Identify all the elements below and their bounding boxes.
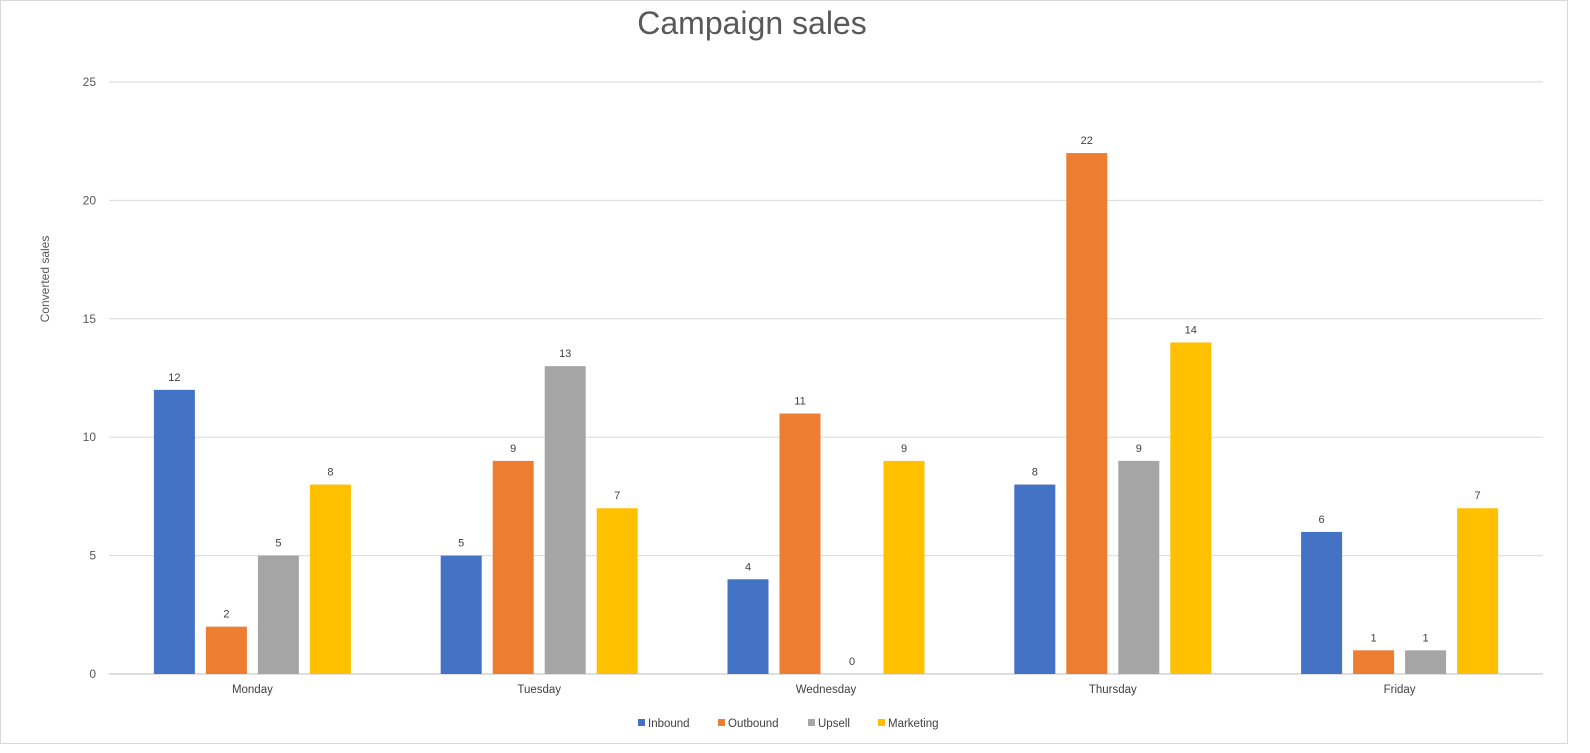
bar xyxy=(257,555,299,674)
bar xyxy=(1301,531,1343,674)
legend-label: Inbound xyxy=(648,718,690,730)
legend-swatch xyxy=(718,719,725,726)
bar xyxy=(1457,508,1499,674)
data-label: 1 xyxy=(1423,632,1429,644)
data-label: 2 xyxy=(223,609,229,621)
data-label: 5 xyxy=(458,538,464,550)
x-tick-label: Thursday xyxy=(1089,684,1137,696)
x-tick-label: Friday xyxy=(1384,684,1416,696)
y-tick-label: 10 xyxy=(83,430,97,444)
bar xyxy=(1353,650,1395,674)
legend-swatch xyxy=(638,719,645,726)
legend-swatch xyxy=(808,719,815,726)
data-label: 14 xyxy=(1185,324,1197,336)
data-label: 4 xyxy=(745,561,751,573)
y-tick-label: 20 xyxy=(83,193,97,207)
y-tick-label: 15 xyxy=(83,312,97,326)
data-label: 22 xyxy=(1081,135,1093,147)
data-label: 9 xyxy=(510,443,516,455)
bar xyxy=(492,460,534,674)
chart-frame: Campaign sales Converted sales 0 5 10 15 20 2… xyxy=(0,0,1568,744)
bar xyxy=(440,555,482,674)
bar xyxy=(1118,460,1160,674)
data-label: 11 xyxy=(794,396,805,408)
bar xyxy=(1014,484,1056,674)
bar xyxy=(779,413,821,674)
data-label: 6 xyxy=(1319,514,1325,526)
data-label: 12 xyxy=(168,372,180,384)
y-tick-label: 5 xyxy=(89,549,96,563)
y-tick-label: 0 xyxy=(89,667,96,681)
bar xyxy=(153,389,195,674)
bar xyxy=(544,366,586,674)
data-label: 1 xyxy=(1371,632,1377,644)
bar xyxy=(1405,650,1447,674)
bar xyxy=(205,626,247,674)
data-label: 0 xyxy=(849,656,855,668)
data-label: 8 xyxy=(1032,467,1038,479)
data-label: 9 xyxy=(901,443,907,455)
legend-swatch xyxy=(878,719,885,726)
chart-title: Campaign sales xyxy=(637,5,867,41)
bar xyxy=(1170,342,1212,674)
bar xyxy=(727,579,769,674)
bar xyxy=(1066,153,1108,675)
bar xyxy=(596,508,638,674)
data-label: 7 xyxy=(614,490,620,502)
data-label: 13 xyxy=(559,348,571,360)
y-tick-label: 25 xyxy=(83,75,97,89)
bar-chart: 051015202512258Monday59137Tuesday41109We… xyxy=(83,75,1543,730)
bar xyxy=(309,484,351,674)
legend-label: Marketing xyxy=(888,718,939,730)
x-tick-label: Tuesday xyxy=(517,684,561,696)
data-label: 8 xyxy=(327,467,333,479)
x-tick-label: Wednesday xyxy=(796,684,857,696)
bar xyxy=(883,460,925,674)
legend-label: Outbound xyxy=(728,718,779,730)
data-label: 9 xyxy=(1136,443,1142,455)
x-tick-label: Monday xyxy=(232,684,273,696)
data-label: 5 xyxy=(275,538,281,550)
legend-label: Upsell xyxy=(818,718,850,730)
data-label: 7 xyxy=(1475,490,1481,502)
